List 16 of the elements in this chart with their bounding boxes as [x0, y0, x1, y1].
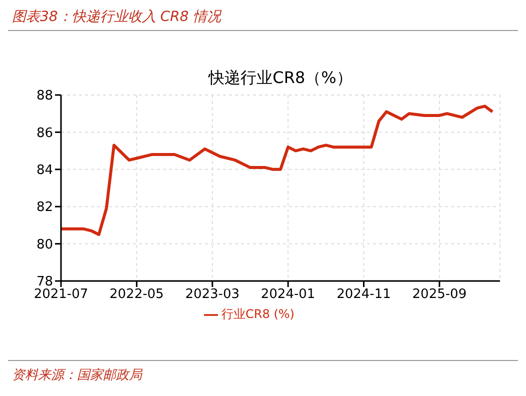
- y-tick-label: 80: [36, 237, 53, 252]
- legend-label: 行业CR8 (%): [222, 307, 294, 321]
- x-tick-label: 2024-01: [260, 287, 316, 302]
- chart-title: 快递行业CR8（%）: [207, 68, 354, 89]
- x-tick-label: 2021-07: [34, 287, 88, 302]
- y-tick-label: 88: [36, 88, 53, 104]
- y-tick-label: 82: [36, 200, 53, 216]
- x-tick-label: 2025-09: [412, 287, 467, 302]
- x-tick-label: 2023-03: [185, 287, 240, 302]
- y-tick-label: 84: [36, 163, 53, 178]
- x-tick-label: 2024-11: [336, 287, 391, 302]
- chart-subtitle: 图表38：快递行业收入 CR8 情况: [12, 8, 222, 26]
- line-series: [61, 104, 494, 236]
- y-tick-label: 86: [36, 126, 53, 141]
- text: 资料来源：国家邮政局: [12, 367, 142, 384]
- x-tick-label: 2022-05: [110, 287, 164, 302]
